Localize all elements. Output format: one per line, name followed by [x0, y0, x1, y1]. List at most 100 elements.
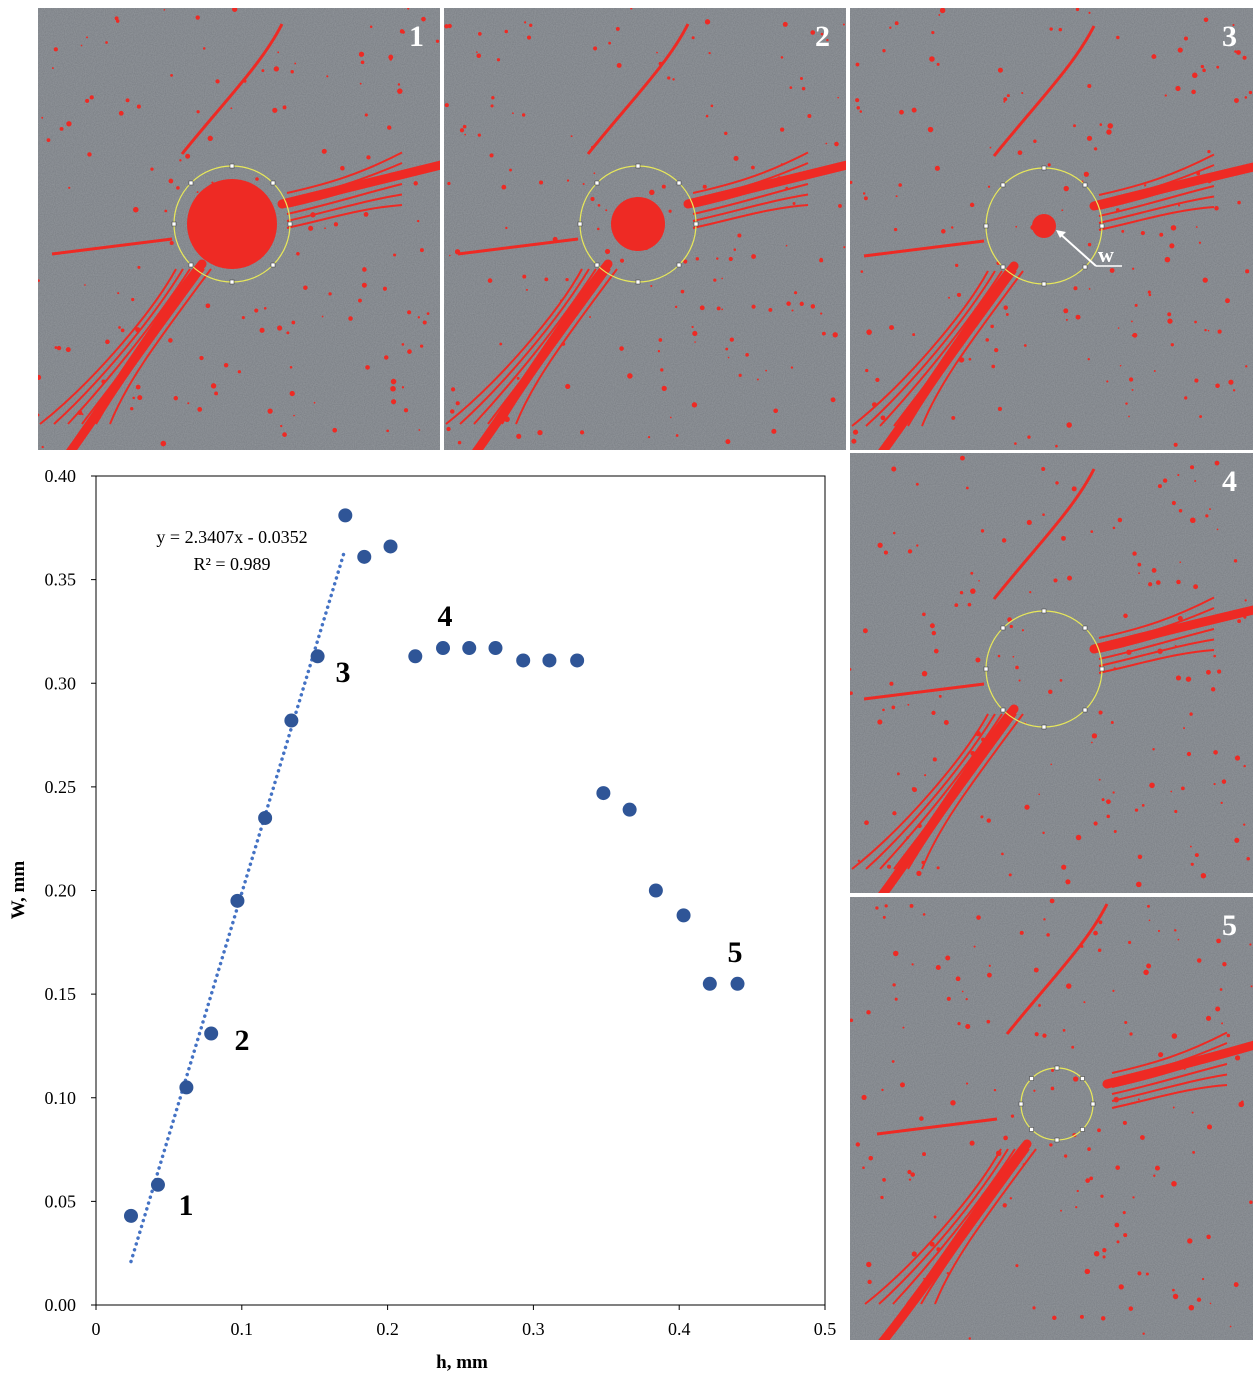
speckle	[1083, 171, 1089, 177]
speckle	[286, 331, 290, 335]
speckle	[512, 112, 514, 115]
speckle	[1213, 654, 1217, 658]
speckle	[263, 306, 267, 310]
speckle	[1084, 1268, 1091, 1275]
speckle	[1177, 938, 1180, 941]
speckle	[948, 296, 951, 299]
speckle	[1191, 89, 1196, 95]
speckle	[1066, 983, 1072, 989]
speckle	[444, 103, 449, 108]
speckle	[457, 440, 462, 445]
speckle	[361, 282, 367, 288]
speckle	[589, 316, 591, 318]
speckle	[1087, 242, 1092, 247]
speckle	[164, 209, 168, 213]
speckle	[935, 964, 941, 970]
speckle	[1003, 100, 1006, 103]
speckle	[1058, 27, 1063, 32]
speckle	[169, 240, 174, 246]
point	[230, 893, 245, 908]
speckle	[389, 57, 393, 61]
speckle	[1125, 402, 1128, 405]
image-panel: 5	[850, 897, 1253, 1340]
speckle	[560, 299, 562, 302]
speckle	[1153, 370, 1156, 372]
speckle	[1106, 129, 1112, 135]
speckle	[647, 435, 651, 439]
y-axis-label: W, mm	[8, 861, 29, 920]
speckle	[810, 304, 816, 309]
speckle	[922, 1152, 926, 1157]
speckle	[691, 402, 698, 408]
speckle	[435, 39, 440, 43]
speckle	[751, 304, 756, 309]
speckle	[1207, 329, 1210, 332]
point	[648, 883, 663, 898]
speckle	[447, 181, 451, 186]
crack-branch	[878, 1148, 1009, 1305]
crack-branch	[876, 1117, 998, 1136]
point	[338, 508, 353, 523]
speckle	[997, 654, 1001, 658]
speckle	[728, 256, 733, 262]
speckle	[1075, 8, 1080, 12]
speckle	[1131, 388, 1134, 391]
speckle	[1087, 83, 1092, 89]
speckle	[1240, 1100, 1244, 1104]
crack-branch	[863, 682, 985, 701]
speckle	[891, 1060, 895, 1063]
speckle	[187, 402, 190, 405]
speckle	[1118, 1284, 1124, 1290]
speckle	[895, 195, 898, 198]
speckle	[1050, 1086, 1055, 1091]
point-annotation: 4	[438, 600, 453, 633]
speckle	[1138, 572, 1140, 575]
speckle	[713, 278, 717, 282]
speckle	[277, 51, 280, 54]
w-label: w	[1098, 242, 1114, 267]
speckle	[965, 486, 969, 490]
speckle	[1214, 460, 1220, 466]
speckle	[911, 963, 914, 966]
speckle	[889, 681, 894, 686]
speckle	[170, 74, 173, 77]
speckle	[195, 15, 200, 20]
speckle	[855, 98, 860, 103]
speckle	[1213, 783, 1216, 786]
speckle	[1177, 473, 1180, 477]
speckle	[892, 531, 896, 535]
speckle	[1021, 92, 1024, 95]
speckle	[1075, 1206, 1078, 1209]
speckle	[938, 694, 942, 698]
speckle	[932, 757, 937, 762]
speckle	[593, 172, 596, 175]
speckle	[1155, 580, 1161, 585]
speckle	[668, 209, 672, 213]
point	[676, 908, 691, 923]
speckle	[683, 259, 688, 264]
point	[702, 976, 717, 991]
speckle	[1205, 1015, 1212, 1021]
speckle	[786, 301, 791, 306]
speckle	[1141, 804, 1145, 807]
speckle	[850, 691, 853, 695]
speckle	[84, 284, 86, 286]
ring-handle	[676, 180, 682, 186]
speckle	[173, 395, 179, 401]
speckle	[708, 51, 711, 55]
speckle	[237, 370, 241, 374]
speckle	[1213, 750, 1218, 755]
speckle	[852, 429, 859, 435]
speckle	[596, 227, 600, 231]
speckle	[1100, 1194, 1104, 1198]
speckle	[1164, 256, 1171, 263]
point	[204, 1026, 219, 1041]
speckle	[725, 347, 729, 351]
speckle	[877, 542, 883, 548]
point	[542, 653, 557, 668]
speckle	[1194, 479, 1197, 482]
speckle	[729, 337, 734, 342]
ring-handle	[188, 262, 194, 268]
speckle	[537, 429, 543, 436]
speckle	[859, 110, 863, 113]
